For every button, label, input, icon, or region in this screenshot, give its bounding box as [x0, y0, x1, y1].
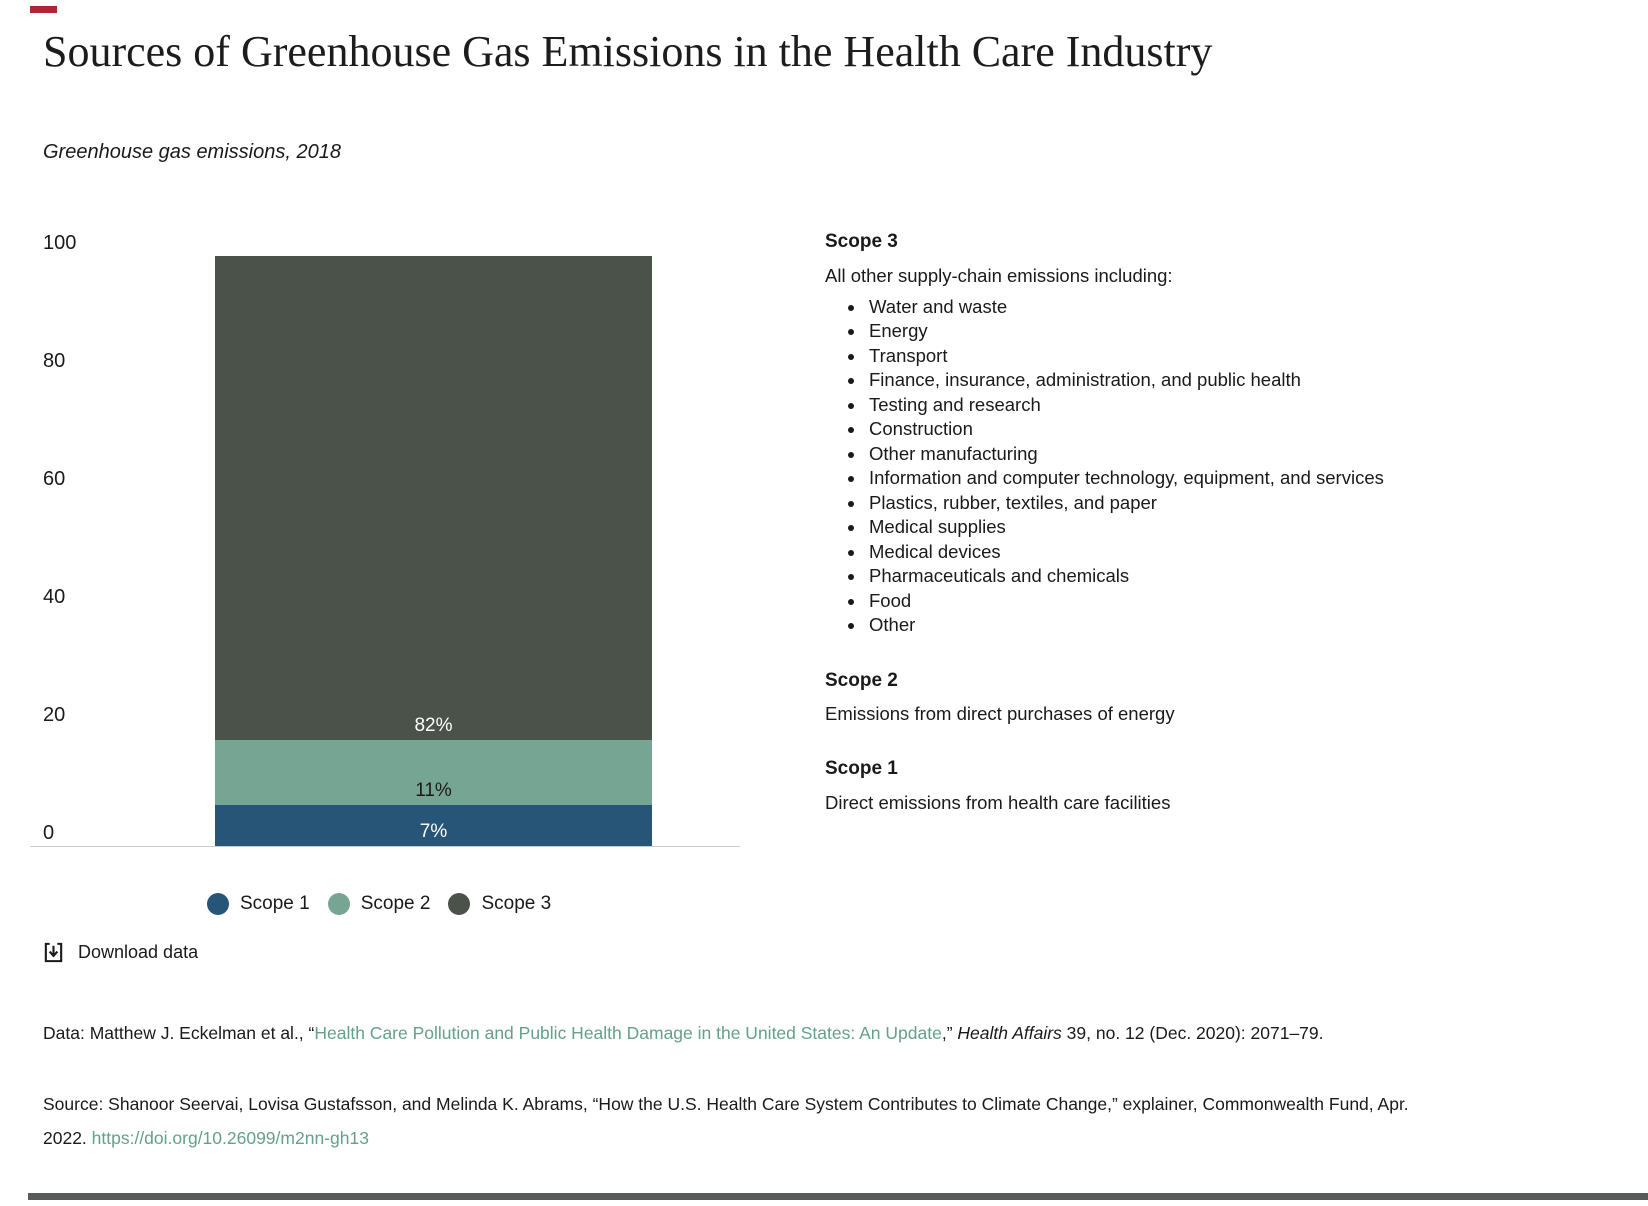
scope3-bullet-item: Construction: [848, 417, 1625, 442]
bar-segment-value-label: 11%: [415, 779, 452, 801]
scope3-bullet-item: Medical supplies: [848, 515, 1625, 540]
download-icon: [42, 941, 65, 964]
data-citation-text: Data: Matthew J. Eckelman et al., “: [43, 1023, 315, 1043]
scope-annotations: Scope 3 All other supply-chain emissions…: [825, 230, 1625, 815]
bar-segment-value-label: 82%: [414, 714, 453, 736]
source-doi-link[interactable]: https://doi.org/10.26099/m2nn-gh13: [91, 1127, 369, 1148]
y-axis-tick-label: 60: [43, 468, 66, 490]
chart-legend: Scope 1 Scope 2 Scope 3: [207, 893, 551, 915]
source-citation: Source: Shanoor Seervai, Lovisa Gustafss…: [43, 1088, 1423, 1156]
scope2-description: Emissions from direct purchases of energ…: [825, 703, 1175, 725]
red-marker: [30, 6, 57, 13]
legend-label: Scope 3: [481, 893, 552, 914]
data-citation: Data: Matthew J. Eckelman et al., “Healt…: [43, 1020, 1623, 1046]
scope1-heading: Scope 1: [825, 758, 898, 780]
scope3-bullet-item: Other: [848, 613, 1625, 638]
scope3-bullet-item: Medical devices: [848, 540, 1625, 565]
journal-name: Health Affairs: [957, 1023, 1062, 1043]
scope3-bullet-item: Water and waste: [848, 295, 1625, 320]
source-citation-text: Source: Shanoor Seervai, Lovisa Gustafss…: [43, 1094, 1409, 1148]
scope1-description: Direct emissions from health care facili…: [825, 792, 1171, 814]
scope3-heading: Scope 3: [825, 231, 898, 252]
bottom-divider: [28, 1193, 1648, 1200]
scope3-bullet-item: Information and computer technology, equ…: [848, 466, 1625, 491]
bar-segment-scope-2[interactable]: 11%: [215, 739, 652, 805]
legend-swatch-icon: [448, 893, 471, 915]
scope3-bullet-item: Other manufacturing: [848, 442, 1625, 467]
legend-label: Scope 1: [240, 893, 310, 914]
scope3-bullet-item: Pharmaceuticals and chemicals: [848, 564, 1625, 589]
scope1-section: Scope 1 Direct emissions from health car…: [825, 757, 1625, 815]
y-axis-tick-label: 80: [43, 350, 66, 372]
legend-swatch-icon: [327, 893, 350, 915]
legend-label: Scope 2: [360, 893, 431, 914]
y-axis-tick-label: 0: [43, 822, 55, 844]
download-data-label: Download data: [78, 942, 199, 962]
x-axis-line: [30, 846, 740, 847]
legend-item-scope-3[interactable]: Scope 3: [448, 893, 551, 915]
scope3-bullet-item: Finance, insurance, administration, and …: [848, 368, 1625, 393]
scope3-bullet-item: Transport: [848, 344, 1625, 369]
scope3-bullet-list: Water and waste Energy Transport Finance, i…: [825, 295, 1625, 638]
y-axis-tick-label: 100: [43, 232, 77, 254]
bar-segment-scope-1[interactable]: 7%: [215, 804, 652, 846]
y-axis-tick-label: 20: [43, 704, 66, 726]
bar-segment-scope-3[interactable]: 82%: [215, 256, 652, 740]
y-axis-tick-label: 40: [43, 586, 66, 608]
legend-swatch-icon: [207, 893, 229, 915]
scope3-bullet-item: Testing and research: [848, 393, 1625, 418]
legend-item-scope-2[interactable]: Scope 2: [327, 893, 431, 915]
scope3-bullet-item: Food: [848, 589, 1625, 614]
page-title: Sources of Greenhouse Gas Emissions in t…: [43, 27, 1213, 76]
scope2-section: Scope 2 Emissions from direct purchases …: [825, 669, 1625, 727]
stacked-bar: 7% 11% 82%: [215, 256, 652, 846]
data-citation-text: ,”: [941, 1023, 958, 1043]
data-citation-link[interactable]: Health Care Pollution and Public Health …: [314, 1023, 942, 1043]
download-data-button[interactable]: Download data: [42, 941, 198, 964]
scope3-intro: All other supply-chain emissions includi…: [825, 264, 1173, 286]
bar-segment-value-label: 7%: [419, 821, 448, 842]
legend-item-scope-1[interactable]: Scope 1: [207, 893, 310, 915]
scope3-bullet-item: Energy: [848, 319, 1625, 344]
chart-subtitle: Greenhouse gas emissions, 2018: [43, 141, 341, 163]
scope3-bullet-item: Plastics, rubber, textiles, and paper: [848, 491, 1625, 516]
data-citation-text: 39, no. 12 (Dec. 2020): 2071–79.: [1061, 1023, 1324, 1043]
scope2-heading: Scope 2: [825, 669, 898, 691]
stacked-bar-chart: 0 20 40 60 80 100 7% 11% 82%: [30, 230, 740, 847]
